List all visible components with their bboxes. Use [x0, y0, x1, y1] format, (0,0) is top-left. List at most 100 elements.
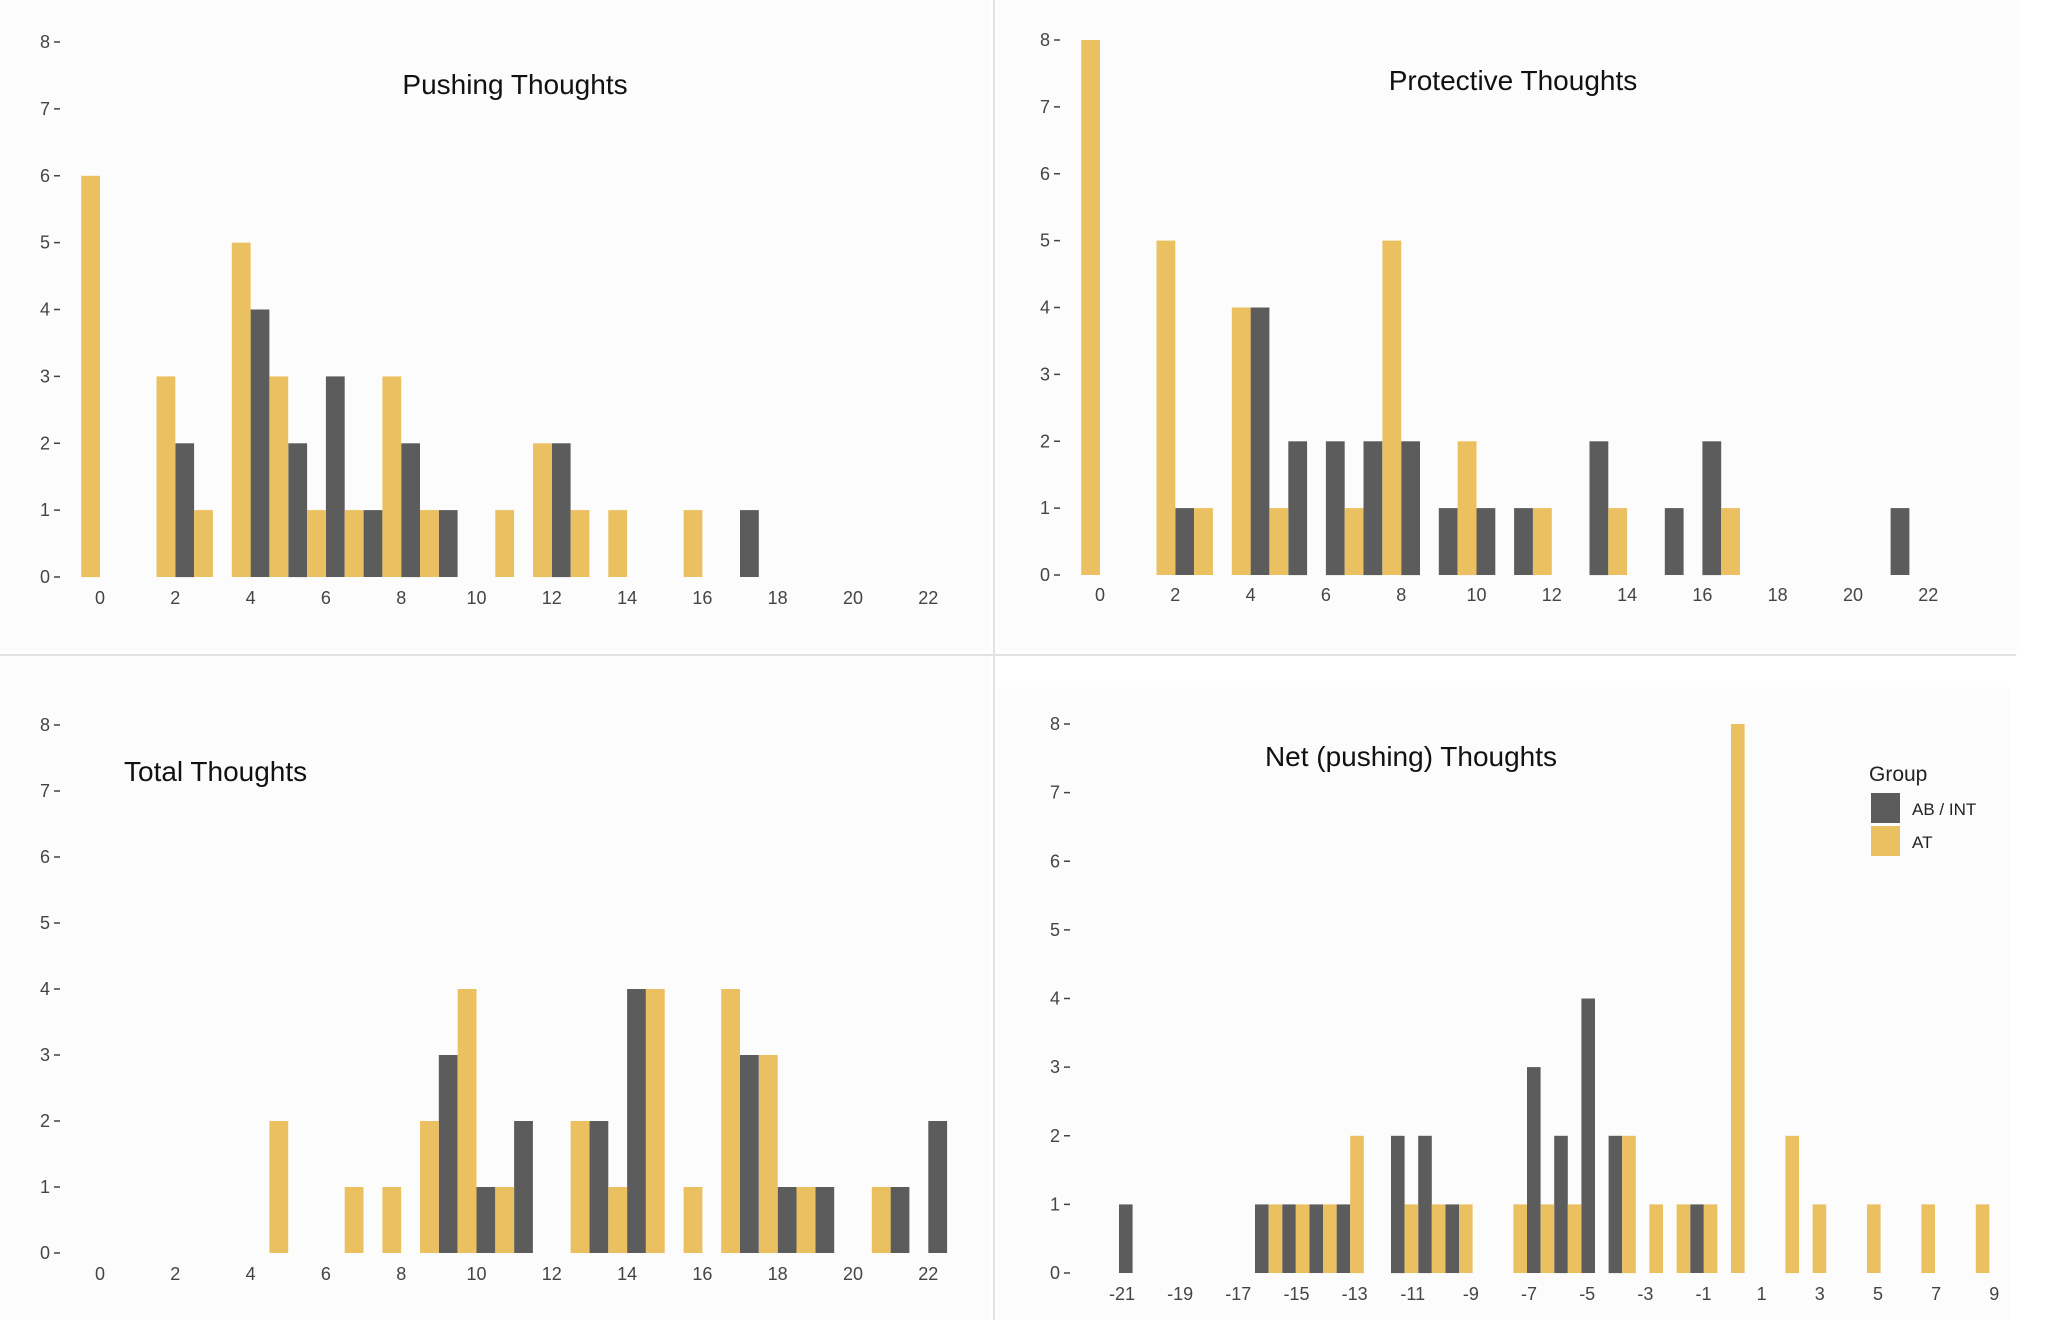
- bar-ab-int: [1608, 1135, 1623, 1274]
- y-tick-label: 3: [40, 1045, 50, 1065]
- bar-at: [1156, 240, 1176, 575]
- y-tick-label: 7: [1040, 97, 1050, 117]
- y-tick-label: 7: [40, 99, 50, 119]
- x-tick-label: 10: [466, 588, 486, 608]
- bar-at: [495, 510, 515, 577]
- x-tick-label: -9: [1463, 1284, 1479, 1304]
- y-tick-label: 7: [1050, 783, 1060, 803]
- bar-at: [871, 1187, 891, 1253]
- x-tick-label: 6: [1321, 585, 1331, 605]
- bar-at: [1457, 441, 1477, 576]
- x-tick-label: 6: [321, 588, 331, 608]
- y-tick-label: 2: [40, 433, 50, 453]
- bar-ab-int: [1250, 307, 1270, 575]
- bar-ab-int: [1309, 1204, 1323, 1273]
- x-tick-label: 12: [542, 588, 562, 608]
- x-tick-label: 16: [692, 1264, 712, 1284]
- bar-at: [608, 510, 628, 577]
- y-tick-label: 3: [1050, 1057, 1060, 1077]
- panel-background: [998, 0, 2020, 650]
- bar-at: [1921, 1204, 1935, 1273]
- y-tick-label: 0: [1050, 1263, 1060, 1283]
- bar-at: [796, 1187, 816, 1253]
- bar-ab-int: [777, 1187, 797, 1253]
- bar-at: [81, 175, 100, 578]
- x-tick-label: -19: [1167, 1284, 1193, 1304]
- x-tick-label: 9: [1989, 1284, 1999, 1304]
- bar-at: [1533, 508, 1552, 575]
- x-tick-label: 14: [617, 1264, 637, 1284]
- bar-ab-int: [288, 443, 308, 578]
- x-tick-label: 8: [396, 588, 406, 608]
- y-tick-label: 8: [1050, 714, 1060, 734]
- bar-at: [269, 376, 289, 577]
- bar-at: [1081, 40, 1100, 575]
- bar-ab-int: [401, 443, 420, 578]
- bar-at: [1295, 1204, 1310, 1273]
- panel-title: Protective Thoughts: [1389, 65, 1638, 96]
- y-tick-label: 5: [40, 233, 50, 253]
- bar-at: [645, 989, 665, 1253]
- y-tick-label: 6: [40, 166, 50, 186]
- x-tick-label: 4: [246, 1264, 256, 1284]
- bar-ab-int: [740, 510, 759, 577]
- x-tick-label: -1: [1695, 1284, 1711, 1304]
- bar-ab-int: [1581, 998, 1595, 1273]
- y-tick-label: 0: [40, 1243, 50, 1263]
- bar-ab-int: [815, 1187, 835, 1253]
- y-tick-label: 1: [40, 500, 50, 520]
- x-tick-label: 14: [1617, 585, 1637, 605]
- bar-ab-int: [438, 510, 458, 577]
- y-tick-label: 4: [1050, 989, 1060, 1009]
- bar-at: [382, 1187, 402, 1253]
- legend-swatch: [1871, 793, 1900, 823]
- bar-at: [1785, 1135, 1799, 1274]
- bar-at: [570, 1121, 590, 1253]
- bar-ab-int: [1119, 1204, 1133, 1273]
- bar-ab-int: [928, 1121, 948, 1253]
- bar-ab-int: [1255, 1204, 1269, 1273]
- bar-at: [1812, 1204, 1827, 1273]
- y-tick-label: 6: [40, 847, 50, 867]
- y-tick-label: 2: [40, 1111, 50, 1131]
- y-tick-label: 7: [40, 781, 50, 801]
- bar-at: [1676, 1204, 1691, 1273]
- y-tick-label: 5: [1050, 920, 1060, 940]
- y-tick-label: 4: [1040, 298, 1050, 318]
- y-tick-label: 8: [1040, 30, 1050, 50]
- bar-at: [1540, 1204, 1555, 1273]
- bar-at: [1269, 508, 1289, 575]
- x-tick-label: 0: [95, 588, 105, 608]
- bar-at: [1268, 1204, 1283, 1273]
- legend-title: Group: [1869, 763, 1927, 786]
- bar-ab-int: [1418, 1135, 1432, 1274]
- x-tick-label: 20: [843, 588, 863, 608]
- bar-at: [231, 242, 251, 577]
- bar-at: [1721, 508, 1740, 575]
- bar-ab-int: [627, 989, 646, 1253]
- bar-ab-int: [1690, 1204, 1704, 1273]
- legend-label: AT: [1912, 833, 1932, 852]
- y-tick-label: 0: [1040, 565, 1050, 585]
- panel-title: Net (pushing) Thoughts: [1265, 741, 1557, 772]
- x-tick-label: 4: [246, 588, 256, 608]
- x-tick-label: 22: [918, 588, 938, 608]
- x-tick-label: 12: [542, 1264, 562, 1284]
- y-tick-label: 6: [1040, 164, 1050, 184]
- bar-ab-int: [476, 1187, 496, 1253]
- bar-at: [1703, 1204, 1718, 1273]
- y-tick-label: 5: [1040, 231, 1050, 251]
- bar-at: [194, 510, 213, 577]
- bar-ab-int: [589, 1121, 609, 1253]
- y-tick-label: 6: [1050, 851, 1060, 871]
- bar-ab-int: [1890, 508, 1910, 575]
- legend-label: AB / INT: [1912, 800, 1976, 819]
- bar-at: [1404, 1204, 1419, 1273]
- x-tick-label: 10: [1466, 585, 1486, 605]
- x-tick-label: -7: [1521, 1284, 1537, 1304]
- bar-at: [683, 1187, 703, 1253]
- bar-ab-int: [1282, 1204, 1296, 1273]
- legend: Group AB / INT AT: [1869, 763, 1976, 856]
